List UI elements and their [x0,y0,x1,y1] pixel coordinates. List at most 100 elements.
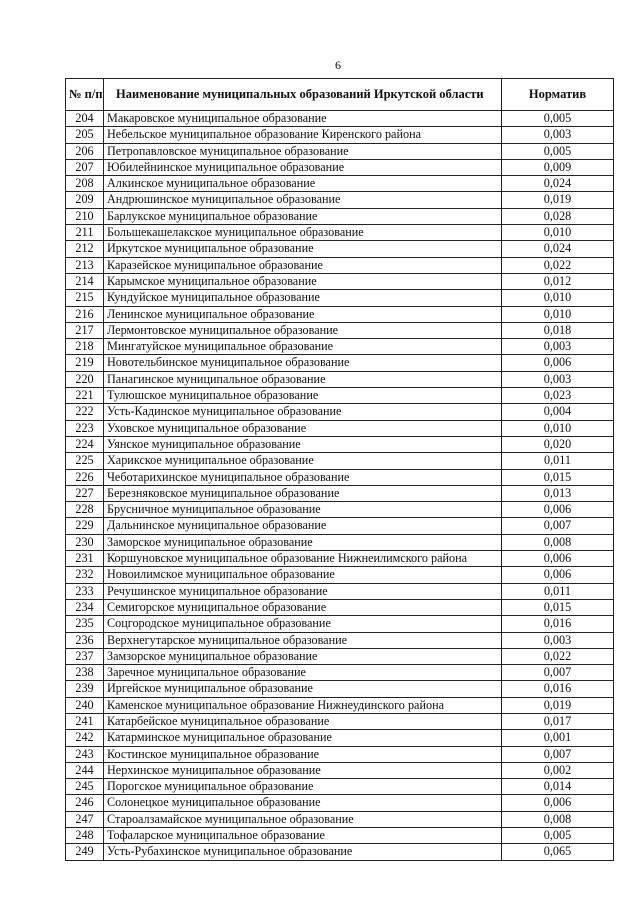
norm-value: 0,007 [501,664,614,682]
table-row: 209 Андрюшинское муниципальное образовани… [65,191,614,209]
municipality-name: Коршуновское муниципальное образование Н… [103,550,502,568]
norm-value: 0,016 [501,615,614,633]
table-row: 245 Порогское муниципальное образование 0,… [65,778,614,796]
norm-value: 0,023 [501,387,614,405]
row-number: 237 [65,647,104,666]
norm-value: 0,011 [501,582,614,600]
municipality-name: Чеботарихинское муниципальное образовани… [103,468,502,486]
norm-value: 0,018 [501,321,614,340]
table-row: 207 Юбилейнинское муниципальное образован… [65,158,614,177]
norm-value: 0,008 [501,533,614,552]
norm-value: 0,010 [501,419,614,437]
row-number: 241 [65,712,104,731]
table-row: 210 Барлукское муниципальное образование 0… [65,207,614,226]
municipality-name: Староалзамайское муниципальное образован… [103,810,502,829]
header-name: Наименование муниципальных образований И… [103,78,502,111]
table-row: 206 Петропавловское муниципальное образов… [65,142,614,160]
row-number: 245 [65,778,104,796]
norm-value: 0,014 [501,778,614,796]
municipality-name: Речушинское муниципальное образование [103,582,502,600]
municipality-name: Солонецкое муниципальное образование [103,794,502,812]
norm-value: 0,028 [501,207,614,226]
row-number: 228 [65,501,104,519]
municipality-name: Карымское муниципальное образование [103,272,502,291]
norm-value: 0,006 [501,550,614,568]
table-row: 204 Макаровское муниципальное образование… [65,109,614,128]
row-number: 220 [65,370,104,389]
norm-value: 0,022 [501,647,614,666]
row-number: 222 [65,403,104,421]
row-number: 212 [65,240,104,258]
municipality-name: Петропавловское муниципальное образовани… [103,142,502,160]
table-row: 228 Брусничное муниципальное образование 0… [65,501,614,519]
municipality-name: Новотельбинское муниципальное образовани… [103,354,502,372]
table-row: 237 Замзорское муниципальное образование 0… [65,647,614,666]
row-number: 240 [65,696,104,714]
municipality-name: Брусничное муниципальное образование [103,501,502,519]
row-number: 206 [65,142,104,160]
row-number: 247 [65,810,104,829]
table-row: 225 Харикское муниципальное образование 0,… [65,452,614,470]
municipality-name: Юбилейнинское муниципальное образование [103,158,502,177]
table-row: 248 Тофаларское муниципальное образование… [65,827,614,845]
table-row: 249 Усть-Рубахинское муниципальное образо… [65,843,614,861]
municipality-name: Нерхинское муниципальное образование [103,761,502,780]
table-row: 234 Семигорское муниципальное образование… [65,598,614,617]
row-number: 229 [65,517,104,535]
row-number: 235 [65,615,104,633]
row-number: 223 [65,419,104,437]
table-row: 240 Каменское муниципальное образование Н… [65,696,614,714]
municipality-name: Макаровское муниципальное образование [103,109,502,128]
row-number: 238 [65,664,104,682]
row-number: 208 [65,175,104,193]
norm-value: 0,003 [501,370,614,389]
municipality-name: Мингатуйское муниципальное образование [103,338,502,356]
municipality-name: Замзорское муниципальное образование [103,647,502,666]
row-number: 230 [65,533,104,552]
municipality-name: Харикское муниципальное образование [103,452,502,470]
municipality-name: Заморское муниципальное образование [103,533,502,552]
municipality-name: Иркутское муниципальное образование [103,240,502,258]
norm-value: 0,006 [501,794,614,812]
norm-value: 0,006 [501,354,614,372]
municipality-name: Большекашелакское муниципальное образова… [103,224,502,242]
row-number: 210 [65,207,104,226]
municipality-name: Заречное муниципальное образование [103,664,502,682]
table-row: 205 Небельское муниципальное образование … [65,126,614,144]
row-number: 207 [65,158,104,177]
norm-value: 0,007 [501,517,614,535]
table-row: 224 Уянское муниципальное образование 0,02… [65,435,614,454]
row-number: 224 [65,435,104,454]
municipality-name: Тофаларское муниципальное образование [103,827,502,845]
table-row: 226 Чеботарихинское муниципальное образов… [65,468,614,486]
norm-value: 0,005 [501,109,614,128]
municipality-name: Каразейское муниципальное образование [103,256,502,274]
norm-value: 0,010 [501,305,614,323]
municipality-name: Тулюшское муниципальное образование [103,387,502,405]
norm-value: 0,010 [501,224,614,242]
table-row: 230 Заморское муниципальное образование 0,… [65,533,614,552]
row-number: 249 [65,843,104,861]
table-row: 216 Ленинское муниципальное образование 0,… [65,305,614,323]
row-number: 239 [65,680,104,698]
norm-value: 0,019 [501,191,614,209]
norm-value: 0,016 [501,680,614,698]
row-number: 243 [65,745,104,763]
row-number: 215 [65,289,104,307]
norm-value: 0,006 [501,566,614,584]
norm-value: 0,013 [501,484,614,503]
table-row: 219 Новотельбинское муниципальное образов… [65,354,614,372]
norm-value: 0,019 [501,696,614,714]
table-row: 241 Катарбейское муниципальное образовани… [65,712,614,731]
municipality-name: Катарминское муниципальное образование [103,729,502,747]
norm-value: 0,010 [501,289,614,307]
norm-value: 0,001 [501,729,614,747]
municipality-name: Ленинское муниципальное образование [103,305,502,323]
row-number: 221 [65,387,104,405]
table-row: 212 Иркутское муниципальное образование 0,… [65,240,614,258]
table-row: 246 Солонецкое муниципальное образование 0… [65,794,614,812]
municipality-name: Уховское муниципальное образование [103,419,502,437]
table-row: 215 Кундуйское муниципальное образование 0… [65,289,614,307]
norm-value: 0,065 [501,843,614,861]
norm-value: 0,002 [501,761,614,780]
